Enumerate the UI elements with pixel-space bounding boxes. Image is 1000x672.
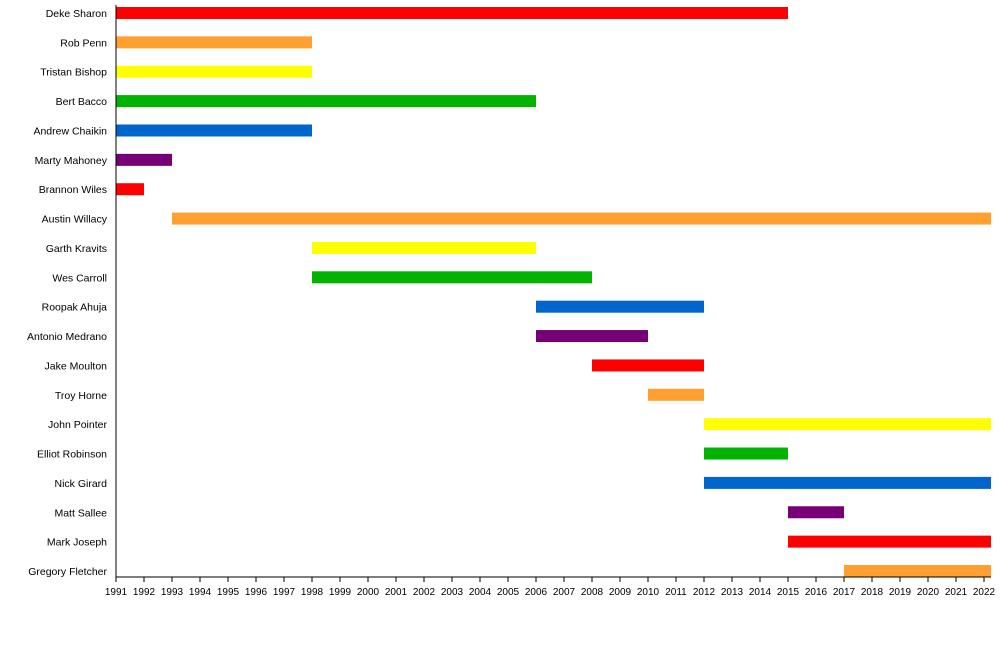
- bar-gregory-fletcher: [844, 565, 991, 577]
- x-tick-label-2006: 2006: [525, 587, 548, 598]
- x-tick-label-2015: 2015: [777, 587, 800, 598]
- bar-brannon-wiles: [116, 183, 144, 196]
- x-tick-label-2022: 2022: [973, 587, 996, 598]
- bar-tristan-bishop: [116, 65, 312, 78]
- x-tick-label-1995: 1995: [217, 587, 240, 598]
- x-tick-label-1991: 1991: [105, 587, 128, 598]
- x-tick-label-1996: 1996: [245, 587, 268, 598]
- member-labels-layer: Deke Sharon Rob Penn Tristan Bishop Bert Ba…: [27, 8, 108, 578]
- bar-jake-moulton: [592, 359, 704, 372]
- member-label-elliot-robinson: Elliot Robinson: [37, 449, 107, 461]
- member-label-bert-bacco: Bert Bacco: [56, 96, 108, 108]
- bar-rob-penn: [116, 36, 312, 49]
- bar-andrew-chaikin: [116, 124, 312, 137]
- x-tick-label-2004: 2004: [469, 587, 492, 598]
- member-label-garth-kravits: Garth Kravits: [46, 243, 107, 255]
- member-label-troy-horne: Troy Horne: [55, 390, 107, 402]
- member-label-nick-girard: Nick Girard: [54, 478, 107, 490]
- x-tick-label-2013: 2013: [721, 587, 744, 598]
- member-label-wes-carroll: Wes Carroll: [52, 272, 107, 284]
- bar-garth-kravits: [312, 241, 536, 254]
- member-label-antonio-medrano: Antonio Medrano: [27, 331, 107, 343]
- x-tick-label-2002: 2002: [413, 587, 436, 598]
- x-tick-label-2017: 2017: [833, 587, 856, 598]
- member-label-mark-joseph: Mark Joseph: [47, 537, 107, 549]
- x-tick-label-2008: 2008: [581, 587, 604, 598]
- bar-bert-bacco: [116, 95, 536, 108]
- bar-deke-sharon: [116, 7, 788, 19]
- x-tick-label-1992: 1992: [133, 587, 156, 598]
- member-label-deke-sharon: Deke Sharon: [46, 8, 107, 20]
- member-label-gregory-fletcher: Gregory Fletcher: [28, 566, 107, 578]
- x-tick-label-1999: 1999: [329, 587, 352, 598]
- x-tick-label-2020: 2020: [917, 587, 940, 598]
- bar-matt-sallee: [788, 506, 844, 519]
- bar-austin-willacy: [172, 212, 991, 225]
- member-label-jake-moulton: Jake Moulton: [45, 360, 108, 372]
- x-axis-ticks-layer: 1991 1992 1993 1994 1995 1996 1997 1998 1999 2000…: [105, 577, 996, 598]
- member-label-marty-mahoney: Marty Mahoney: [35, 155, 108, 167]
- member-label-andrew-chaikin: Andrew Chaikin: [33, 125, 107, 137]
- x-tick-label-2000: 2000: [357, 587, 380, 598]
- x-tick-label-2005: 2005: [497, 587, 520, 598]
- x-tick-label-1994: 1994: [189, 587, 212, 598]
- x-tick-label-2007: 2007: [553, 587, 576, 598]
- member-label-matt-sallee: Matt Sallee: [54, 507, 107, 519]
- bar-elliot-robinson: [704, 447, 788, 460]
- bar-roopak-ahuja: [536, 300, 704, 313]
- bar-antonio-medrano: [536, 330, 648, 343]
- x-tick-label-2018: 2018: [861, 587, 884, 598]
- bar-john-pointer: [704, 418, 991, 431]
- x-tick-label-2016: 2016: [805, 587, 828, 598]
- bar-troy-horne: [648, 388, 704, 401]
- x-tick-label-2011: 2011: [665, 587, 687, 598]
- x-tick-label-1998: 1998: [301, 587, 324, 598]
- member-label-john-pointer: John Pointer: [48, 419, 107, 431]
- x-tick-label-1997: 1997: [273, 587, 296, 598]
- x-tick-label-2003: 2003: [441, 587, 464, 598]
- bar-mark-joseph: [788, 535, 991, 548]
- member-label-tristan-bishop: Tristan Bishop: [40, 67, 107, 79]
- x-tick-label-2009: 2009: [609, 587, 632, 598]
- x-tick-label-1993: 1993: [161, 587, 184, 598]
- member-label-brannon-wiles: Brannon Wiles: [39, 184, 107, 196]
- bar-marty-mahoney: [116, 153, 172, 166]
- x-tick-label-2019: 2019: [889, 587, 912, 598]
- x-tick-label-2001: 2001: [385, 587, 408, 598]
- member-label-rob-penn: Rob Penn: [60, 37, 107, 49]
- x-tick-label-2014: 2014: [749, 587, 772, 598]
- x-tick-label-2012: 2012: [693, 587, 716, 598]
- bar-wes-carroll: [312, 271, 592, 284]
- bar-nick-girard: [704, 476, 991, 489]
- member-label-roopak-ahuja: Roopak Ahuja: [42, 302, 108, 314]
- x-tick-label-2021: 2021: [945, 587, 968, 598]
- bars-layer: [116, 7, 991, 577]
- x-tick-label-2010: 2010: [637, 587, 660, 598]
- member-label-austin-willacy: Austin Willacy: [42, 214, 108, 226]
